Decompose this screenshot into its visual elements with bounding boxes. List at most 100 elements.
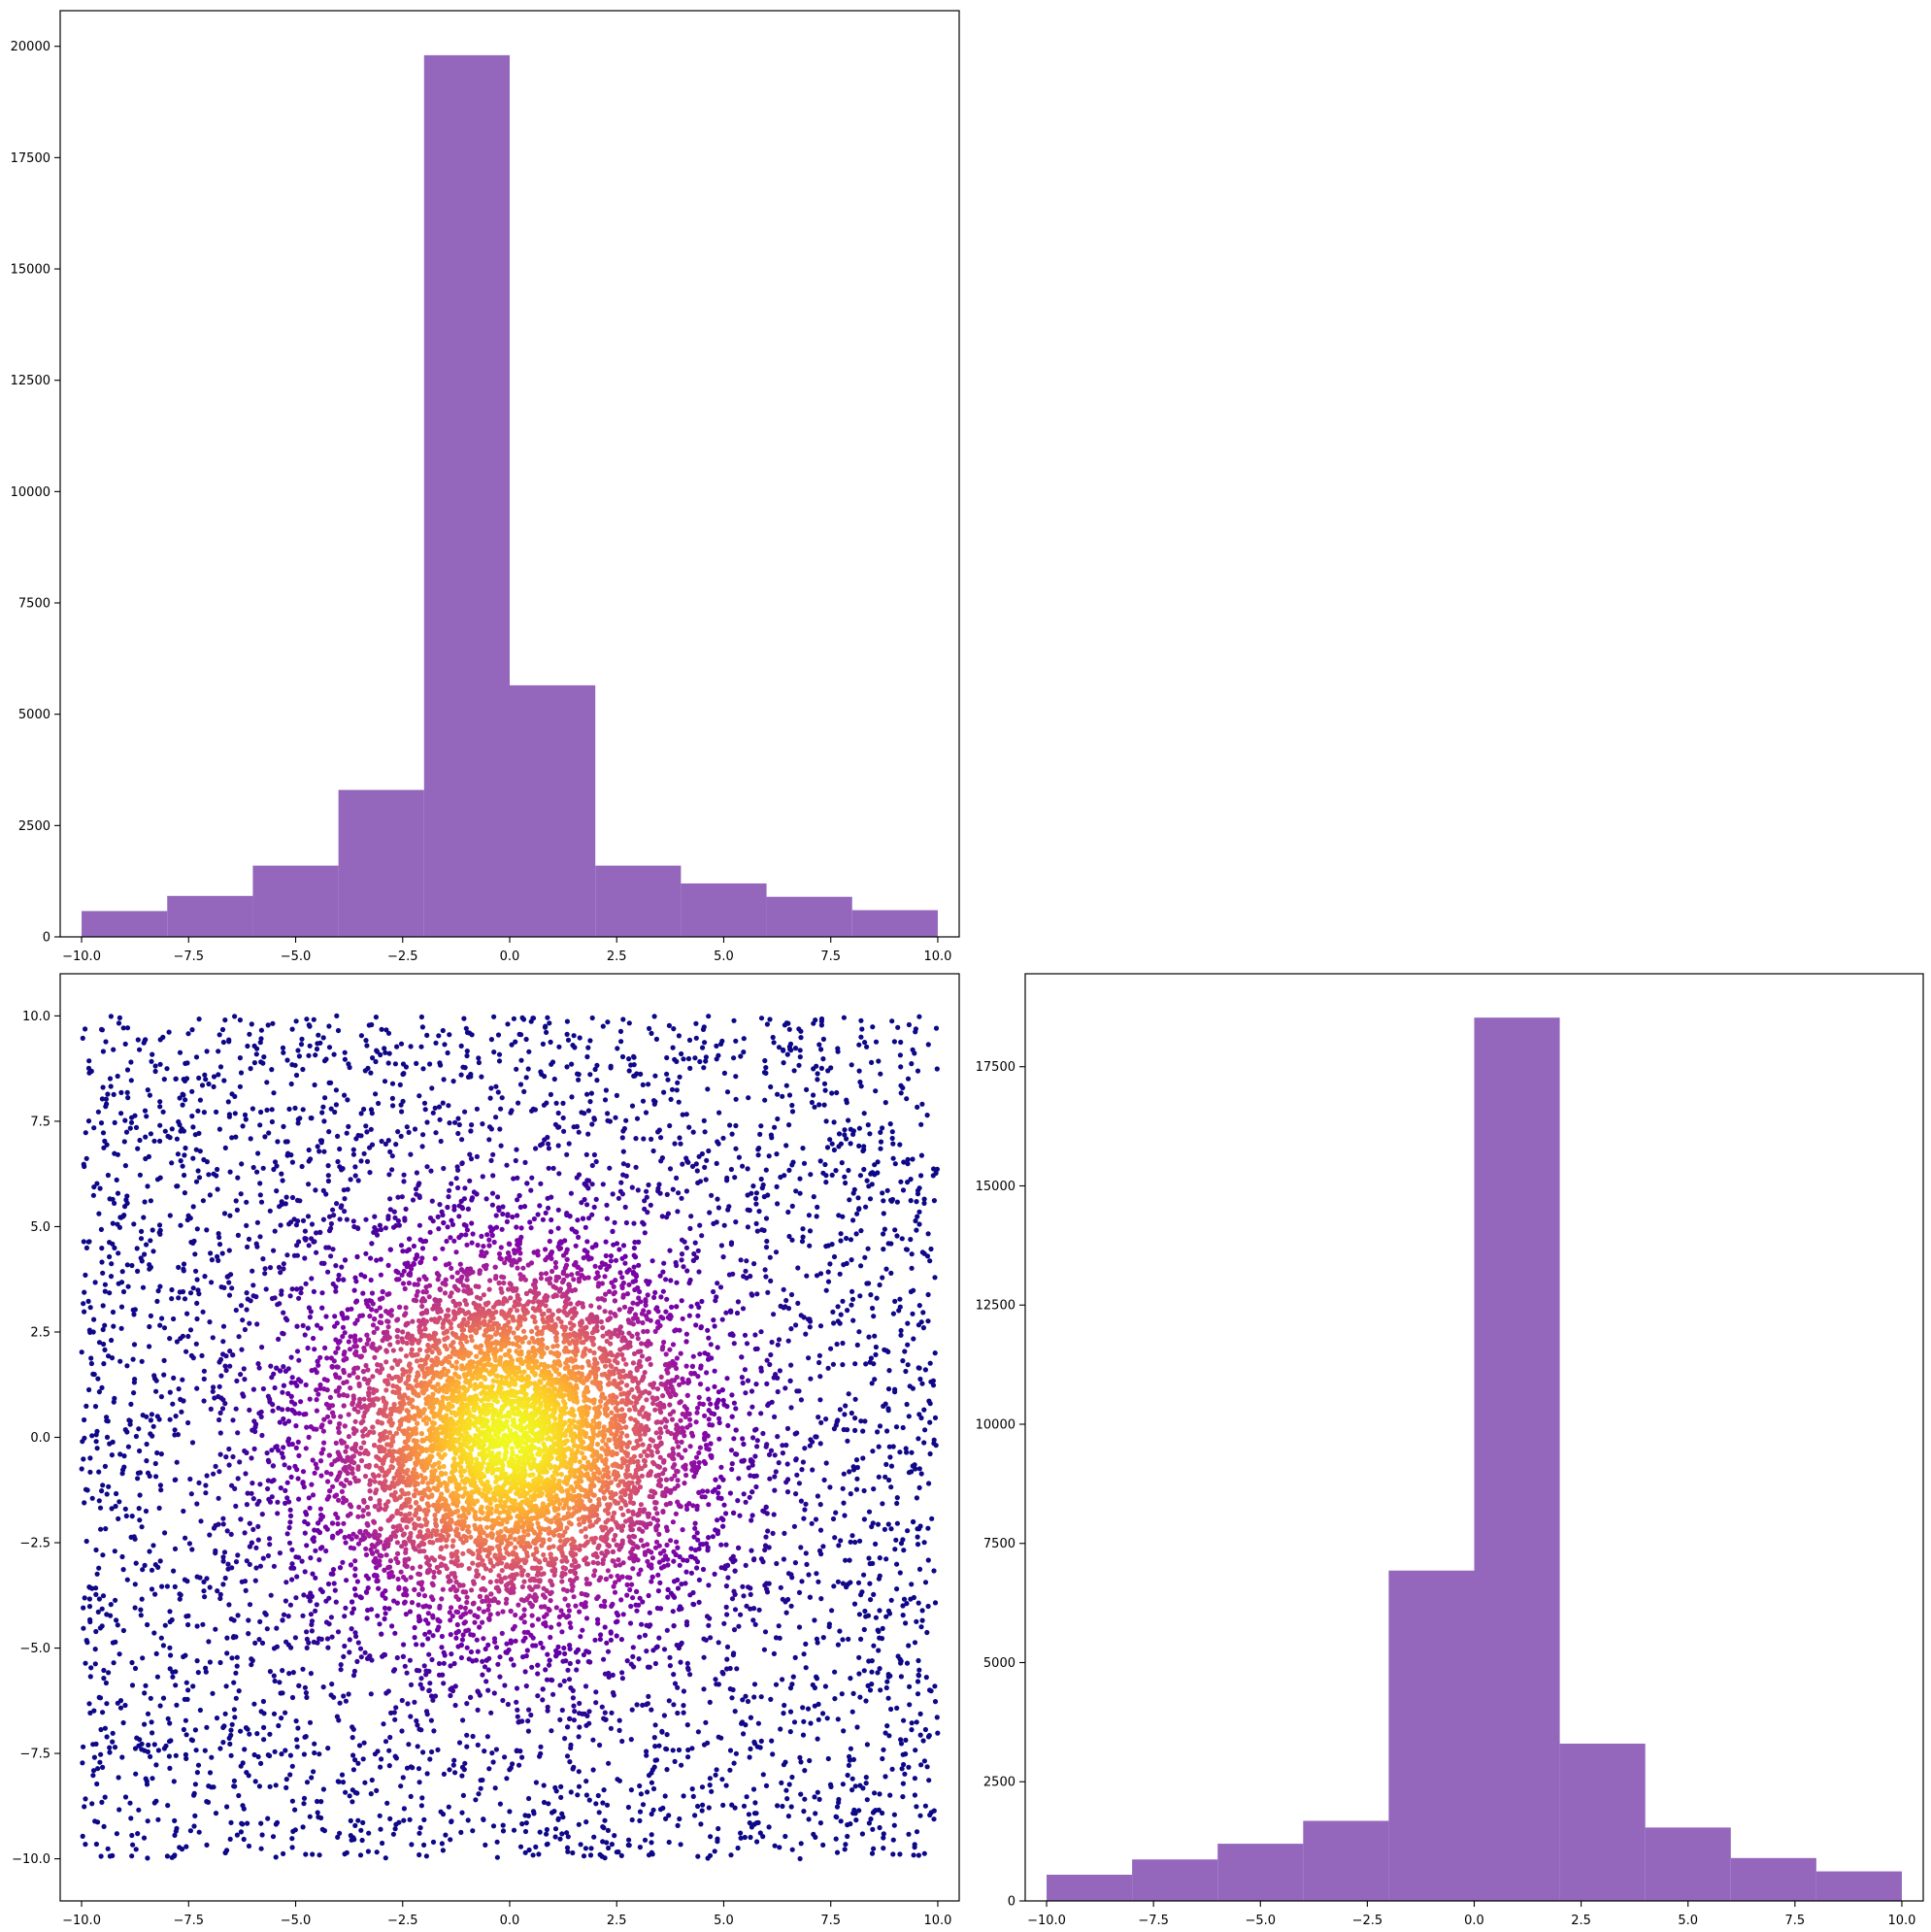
scatter-point — [684, 1557, 690, 1563]
scatter-point — [916, 1322, 922, 1328]
scatter-point — [910, 1463, 916, 1469]
scatter-point — [854, 1211, 860, 1216]
scatter-point — [488, 1126, 494, 1132]
scatter-point — [523, 1820, 529, 1826]
scatter-point — [320, 1428, 326, 1434]
scatter-point — [548, 1229, 554, 1235]
scatter-point — [462, 1760, 468, 1766]
scatter-point — [746, 1584, 751, 1590]
scatter-point — [748, 1457, 754, 1463]
scatter-point — [464, 1645, 470, 1650]
scatter-point — [101, 1145, 107, 1150]
scatter-point — [706, 1416, 712, 1422]
scatter-point — [326, 1494, 332, 1500]
scatter-point — [445, 1204, 450, 1211]
scatter-point — [576, 1072, 582, 1078]
scatter-point — [828, 1346, 834, 1351]
scatter-point — [241, 1836, 247, 1843]
scatter-point — [893, 1537, 899, 1543]
scatter-point — [912, 1842, 917, 1848]
scatter-point — [312, 1239, 317, 1245]
scatter-point — [647, 1025, 652, 1031]
scatter-point — [894, 1199, 901, 1205]
scatter-point — [303, 1237, 309, 1243]
scatter-point — [98, 1751, 104, 1757]
scatter-point — [99, 1096, 105, 1102]
scatter-point — [839, 1691, 845, 1697]
scatter-point — [321, 1118, 327, 1124]
scatter-point — [287, 1293, 293, 1299]
scatter-point — [399, 1272, 405, 1278]
scatter-point — [160, 1643, 166, 1649]
scatter-point — [719, 1777, 725, 1782]
scatter-point — [136, 1807, 142, 1813]
scatter-point — [863, 1698, 869, 1704]
scatter-point — [459, 1810, 465, 1815]
scatter-point — [863, 1781, 869, 1786]
scatter-point — [801, 1809, 807, 1815]
scatter-point — [678, 1141, 683, 1147]
scatter-point — [749, 1489, 755, 1495]
scatter-point — [292, 1401, 298, 1407]
scatter-point — [524, 1181, 530, 1186]
scatter-point — [428, 1717, 434, 1723]
scatter-point — [630, 1595, 636, 1601]
scatter-point — [854, 1724, 860, 1730]
scatter-point — [514, 1224, 519, 1230]
scatter-point — [177, 1121, 183, 1128]
scatter-point — [701, 1065, 707, 1071]
scatter-point — [871, 1846, 877, 1851]
scatter-point — [380, 1288, 385, 1295]
scatter-point — [267, 1265, 274, 1271]
scatter-point — [217, 1591, 223, 1597]
scatter-point — [476, 1055, 482, 1061]
scatter-point — [654, 1319, 660, 1325]
scatter-point — [296, 1452, 302, 1458]
scatter-point — [824, 1715, 830, 1721]
scatter-point — [109, 1261, 115, 1267]
scatter-point — [846, 1762, 852, 1768]
scatter-point — [316, 1520, 321, 1526]
scatter-point — [692, 1813, 698, 1818]
scatter-point — [926, 1733, 932, 1739]
scatter-point — [863, 1361, 869, 1367]
histogram-top-panel: −10.0 −7.5 −5.0 −2.5 0.0 2.5 5.0 7.5 10.0 025005… — [11, 10, 960, 964]
scatter-point — [235, 1175, 241, 1181]
scatter-point — [640, 1702, 646, 1708]
scatter-point — [823, 1460, 829, 1466]
scatter-point — [508, 1765, 514, 1771]
scatter-point — [664, 1215, 670, 1220]
scatter-point — [154, 1674, 160, 1680]
scatter-point — [729, 1392, 735, 1398]
scatter-point — [346, 1339, 351, 1345]
scatter-point — [872, 1333, 878, 1339]
scatter-point — [211, 1083, 216, 1089]
scatter-point — [333, 1284, 339, 1290]
scatter-point — [566, 1608, 573, 1614]
scatter-point — [315, 1144, 320, 1149]
scatter-point — [914, 1618, 919, 1624]
scatter-point — [909, 1251, 915, 1257]
scatter-point — [499, 1630, 505, 1636]
scatter-point — [287, 1507, 293, 1513]
scatter-point — [733, 1406, 739, 1412]
scatter-point — [181, 1726, 186, 1733]
scatter-point — [285, 1390, 291, 1396]
scatter-point — [519, 1718, 525, 1724]
scatter-point — [583, 1779, 589, 1784]
scatter-point — [583, 1151, 589, 1157]
scatter-point — [861, 1626, 867, 1633]
scatter-point — [762, 1267, 768, 1273]
scatter-point — [825, 1269, 831, 1275]
scatter-point — [708, 1452, 714, 1458]
scatter-point — [606, 1760, 612, 1766]
scatter-point — [217, 1451, 223, 1457]
scatter-point — [915, 1526, 920, 1532]
scatter-point — [310, 1851, 316, 1857]
scatter-point — [612, 1219, 617, 1225]
scatter-point — [429, 1749, 435, 1755]
scatter-point — [238, 1728, 244, 1734]
scatter-point — [751, 1473, 757, 1480]
scatter-point — [490, 1759, 496, 1765]
scatter-point — [166, 1753, 172, 1759]
